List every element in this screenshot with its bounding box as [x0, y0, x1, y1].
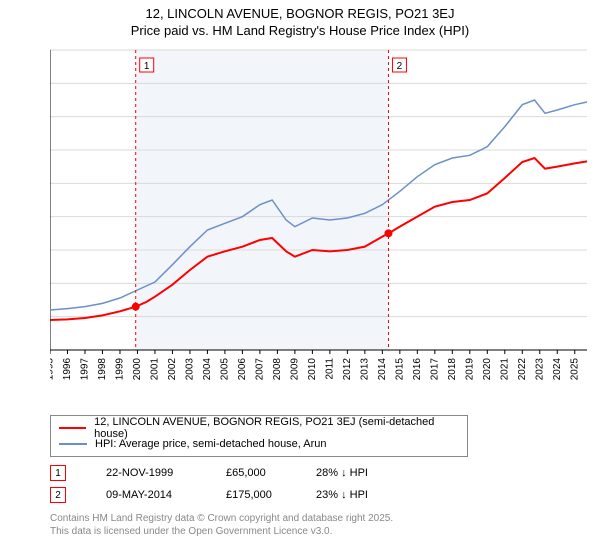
sale-date-1: 22-NOV-1999 — [106, 467, 226, 479]
sale-pct-1: 28% ↓ HPI — [316, 467, 416, 479]
svg-text:1998: 1998 — [97, 358, 108, 381]
svg-text:1996: 1996 — [62, 358, 73, 381]
svg-text:2003: 2003 — [185, 358, 196, 381]
legend-swatch-property — [59, 427, 86, 429]
footer-line2: This data is licensed under the Open Gov… — [50, 525, 393, 538]
svg-text:2020: 2020 — [482, 358, 493, 381]
svg-text:2002: 2002 — [167, 358, 178, 381]
sale-date-2: 09-MAY-2014 — [106, 489, 226, 501]
legend-label-property: 12, LINCOLN AVENUE, BOGNOR REGIS, PO21 3… — [94, 416, 459, 440]
title-line1: 12, LINCOLN AVENUE, BOGNOR REGIS, PO21 3… — [0, 6, 600, 21]
svg-text:2008: 2008 — [272, 358, 283, 381]
svg-text:2012: 2012 — [342, 358, 353, 381]
svg-text:2016: 2016 — [412, 358, 423, 381]
svg-text:1999: 1999 — [115, 358, 126, 381]
svg-text:2021: 2021 — [499, 358, 510, 381]
svg-text:2015: 2015 — [394, 358, 405, 381]
svg-text:2024: 2024 — [552, 358, 563, 381]
footer: Contains HM Land Registry data © Crown c… — [50, 512, 393, 538]
chart-container: 12, LINCOLN AVENUE, BOGNOR REGIS, PO21 3… — [0, 0, 600, 560]
svg-text:2013: 2013 — [359, 358, 370, 381]
svg-text:2018: 2018 — [447, 358, 458, 381]
svg-text:1: 1 — [144, 61, 150, 72]
sale-marker-1: 1 — [50, 465, 66, 481]
svg-text:2006: 2006 — [237, 358, 248, 381]
svg-text:2000: 2000 — [132, 358, 143, 381]
svg-text:2001: 2001 — [150, 358, 161, 381]
sale-pct-2: 23% ↓ HPI — [316, 489, 416, 501]
svg-text:1997: 1997 — [80, 358, 91, 381]
svg-text:2004: 2004 — [202, 358, 213, 381]
legend-item-property: 12, LINCOLN AVENUE, BOGNOR REGIS, PO21 3… — [59, 420, 459, 436]
svg-text:2005: 2005 — [220, 358, 231, 381]
sales-table: 1 22-NOV-1999 £65,000 28% ↓ HPI 2 09-MAY… — [50, 462, 416, 506]
sale-row-1: 1 22-NOV-1999 £65,000 28% ↓ HPI — [50, 462, 416, 484]
svg-text:2: 2 — [397, 61, 403, 72]
sale-price-2: £175,000 — [226, 489, 316, 501]
svg-text:2010: 2010 — [307, 358, 318, 381]
title-block: 12, LINCOLN AVENUE, BOGNOR REGIS, PO21 3… — [0, 0, 600, 38]
price-chart: £0£50K£100K£150K£200K£250K£300K£350K£400… — [50, 45, 590, 395]
legend: 12, LINCOLN AVENUE, BOGNOR REGIS, PO21 3… — [50, 415, 468, 457]
title-line2: Price paid vs. HM Land Registry's House … — [0, 23, 600, 38]
svg-text:2019: 2019 — [464, 358, 475, 381]
svg-text:2022: 2022 — [517, 358, 528, 381]
svg-text:1995: 1995 — [50, 358, 56, 381]
legend-swatch-hpi — [59, 443, 87, 445]
sale-marker-2: 2 — [50, 487, 66, 503]
svg-text:2014: 2014 — [377, 358, 388, 381]
sale-row-2: 2 09-MAY-2014 £175,000 23% ↓ HPI — [50, 484, 416, 506]
svg-text:2023: 2023 — [534, 358, 545, 381]
sale-price-1: £65,000 — [226, 467, 316, 479]
svg-text:2011: 2011 — [325, 358, 336, 380]
footer-line1: Contains HM Land Registry data © Crown c… — [50, 512, 393, 525]
svg-text:2017: 2017 — [429, 358, 440, 381]
svg-text:2009: 2009 — [290, 358, 301, 381]
svg-text:2007: 2007 — [255, 358, 266, 381]
svg-text:2025: 2025 — [569, 358, 580, 381]
legend-label-hpi: HPI: Average price, semi-detached house,… — [95, 438, 327, 450]
